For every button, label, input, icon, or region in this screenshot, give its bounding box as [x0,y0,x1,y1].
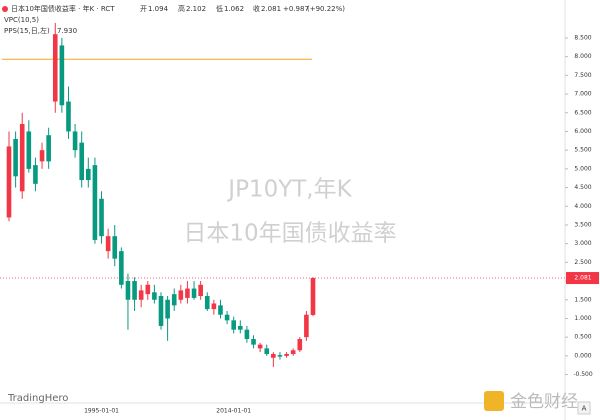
candle-body [257,344,263,349]
y-tick-label: 8.000 [574,53,591,60]
candle-body [33,165,38,184]
y-tick-label: 0.000 [574,352,591,359]
ohlc-value: 1.062 [224,5,244,13]
candle-body [66,101,71,132]
candle-body [211,303,217,310]
y-tick-label: 6.500 [574,109,591,116]
candle-body [271,353,276,358]
candle-body [79,142,84,181]
change-pct: (+90.22%) [307,5,345,13]
candle-body [105,236,111,252]
candle-body [26,131,32,169]
candle-body [284,353,289,356]
candle-body [119,251,124,285]
y-tick-label: 5.500 [574,147,591,154]
ohlc-label: 低 [216,4,223,13]
candle-body [52,34,58,102]
indicator-name: PPS(15,日,左) [4,26,50,35]
axis-button[interactable] [577,401,591,415]
y-tick-label: 6.000 [574,128,591,135]
candle-body [39,150,45,162]
candle-body [218,305,223,315]
candle-body [145,284,151,295]
candle-body [152,292,157,300]
y-tick-label: 3.500 [574,221,591,228]
candle-body [138,290,144,300]
symbol: 日本10年国债收益率 · 年K · RCT [11,4,115,13]
ohlc-label: 收 [253,4,260,13]
candle-body [171,294,177,306]
candle-body [251,339,256,345]
candle-body [158,296,164,326]
candle-body [231,320,236,330]
y-tick-label: -0.500 [573,371,593,378]
candle-body [6,146,12,218]
candle-body [304,314,309,338]
ohlc-label: 高 [178,4,185,13]
candle-body [198,284,203,297]
candle-body [72,131,78,151]
candle-body [59,45,65,106]
change: +0.987 [283,5,309,13]
candle-body [13,138,18,177]
logo: 金色财经 [510,392,578,412]
candle-body [99,198,104,237]
candle-body [86,168,91,181]
logo-icon [484,391,504,411]
ohlc-label: 开 [140,5,147,13]
ohlc-value: 2.102 [186,5,206,13]
watermark: 日本10年国债收益率 [183,221,396,247]
candle-body [297,339,303,351]
y-tick-label: 3.000 [574,240,591,247]
candle-body [178,290,184,300]
candle-body [165,299,170,319]
y-tick-label: 4.000 [574,203,591,210]
symbol-icon [2,6,8,12]
candle-body [264,348,270,354]
y-tick-label: 8.500 [574,34,591,41]
y-tick-label: 1.000 [574,315,591,322]
y-tick-label: 4.500 [574,184,591,191]
watermark: JP10YT,年K [226,177,352,203]
candle-body [125,281,131,300]
candle-body [290,350,296,354]
candle-body [244,329,250,340]
y-tick-label: 0.500 [574,334,591,341]
candle-body [204,296,210,310]
candle-body [46,135,51,162]
ohlc-value: 1.094 [148,5,169,13]
candle-body [19,123,25,192]
y-tick-label: 2.500 [574,259,591,266]
price-tag-label: 2.081 [574,275,591,282]
y-tick-label: 7.000 [574,91,591,98]
candle-body [238,325,243,330]
candle-body [224,314,230,321]
y-tick-label: 5.000 [574,165,591,172]
candle-body [185,288,190,298]
volume-indicator: VPC(10,5) [4,16,39,24]
candle-body [112,236,118,259]
candle-body [132,281,137,300]
ohlc-value: 2.081 [261,5,281,13]
candle-body [310,278,316,315]
indicator-value: 7.930 [57,27,77,35]
x-tick-label: 2014-01-01 [216,408,251,415]
brand: TradingHero [7,393,68,404]
candle-body [191,288,197,298]
price-tag [566,272,599,285]
y-tick-label: 1.500 [574,296,591,303]
y-tick-label: 7.500 [574,72,591,79]
x-tick-label: 1995-01-01 [84,408,119,415]
candle-body [92,165,98,240]
candle-body [277,355,283,357]
axis-button-label[interactable]: A [582,405,587,413]
